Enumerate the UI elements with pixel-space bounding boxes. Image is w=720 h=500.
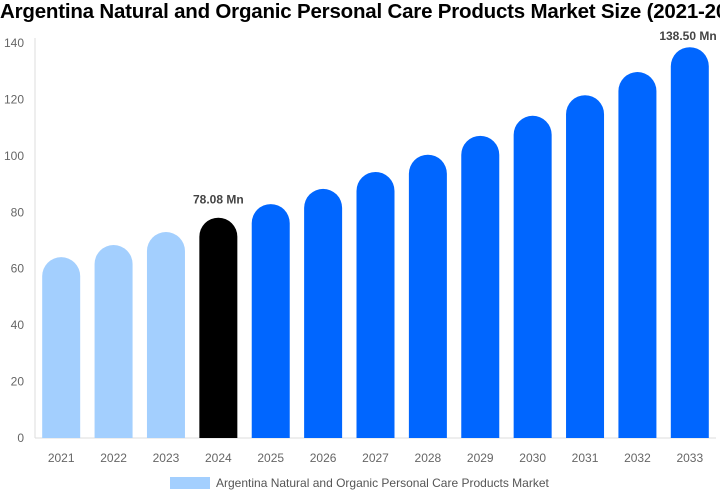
- bar-2033: [670, 47, 709, 438]
- y-tick-label: 0: [17, 431, 24, 445]
- bar-2031: [566, 95, 605, 439]
- legend-swatch: [170, 477, 210, 489]
- bar-2029: [461, 135, 500, 438]
- x-tick-label: 2024: [205, 451, 232, 465]
- legend-label: Argentina Natural and Organic Personal C…: [216, 476, 549, 490]
- y-tick-label: 60: [11, 262, 25, 276]
- bar-2026: [304, 188, 343, 438]
- y-tick-label: 120: [4, 92, 24, 106]
- bar-2023: [146, 232, 185, 438]
- y-tick-label: 100: [4, 149, 24, 163]
- bar-2032: [618, 72, 657, 438]
- x-tick-label: 2033: [676, 451, 703, 465]
- bar-2027: [356, 171, 395, 438]
- y-tick-label: 40: [11, 318, 25, 332]
- y-tick-label: 20: [11, 375, 25, 389]
- x-tick-label: 2023: [153, 451, 180, 465]
- data-label-2033: 138.50 Mn: [659, 29, 716, 43]
- x-tick-label: 2021: [48, 451, 75, 465]
- chart-title: Argentina Natural and Organic Personal C…: [0, 0, 720, 23]
- x-tick-label: 2025: [257, 451, 284, 465]
- x-tick-label: 2028: [415, 451, 442, 465]
- x-tick-label: 2031: [572, 451, 599, 465]
- data-label-2024: 78.08 Mn: [193, 193, 244, 207]
- x-tick-label: 2032: [624, 451, 651, 465]
- x-tick-label: 2030: [519, 451, 546, 465]
- x-tick-label: 2027: [362, 451, 389, 465]
- bar-2022: [94, 245, 133, 438]
- x-tick-label: 2022: [100, 451, 127, 465]
- bar-2025: [251, 204, 290, 438]
- x-tick-label: 2029: [467, 451, 494, 465]
- bar-2024: [199, 217, 238, 438]
- bar-2028: [408, 154, 447, 438]
- bar-2030: [513, 115, 552, 439]
- y-tick-label: 140: [4, 36, 24, 50]
- y-tick-label: 80: [11, 205, 25, 219]
- bar-2021: [42, 257, 81, 438]
- x-tick-label: 2026: [310, 451, 337, 465]
